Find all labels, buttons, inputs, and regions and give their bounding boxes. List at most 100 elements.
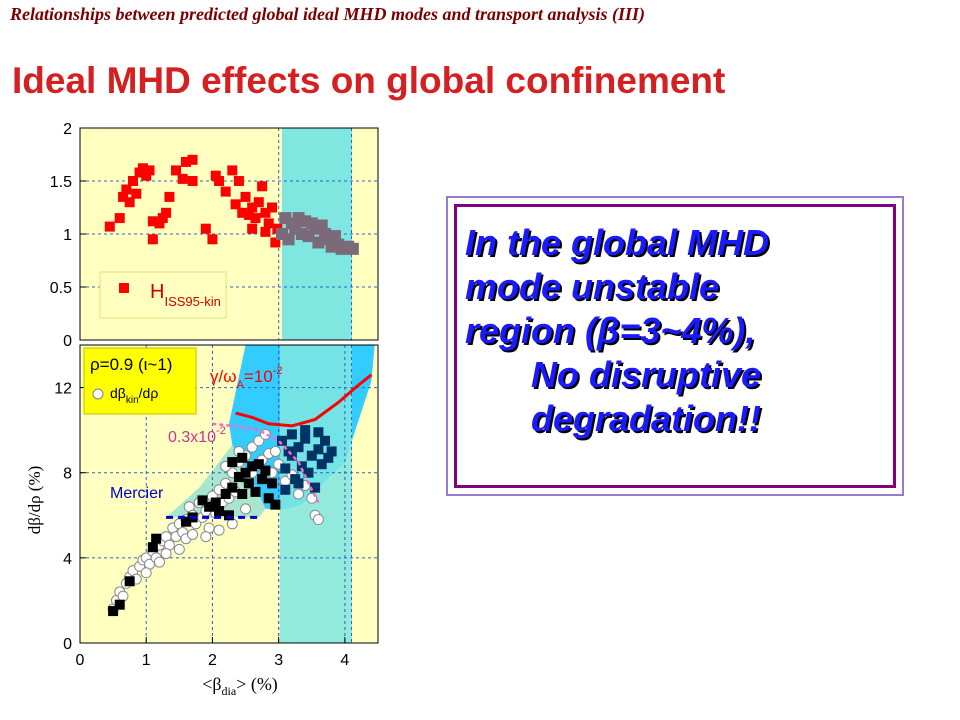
top-y-tick-label: 2 (63, 121, 72, 138)
growth-small-exp: -2 (216, 425, 226, 437)
top-red-point (233, 176, 244, 186)
bottom-x-tick-label: 0 (76, 652, 85, 669)
bottom-black-point (180, 516, 191, 527)
top-legend-label: HISS95-kin (150, 281, 221, 309)
bottom-plot-frame (79, 344, 379, 644)
bottom-open-point (140, 567, 152, 579)
callout-line-2: mode unstable (465, 266, 720, 307)
bottom-open-point (173, 543, 185, 555)
bottom-y-tick-label: 0 (63, 636, 72, 653)
top-y-tick-label: 0 (63, 333, 72, 350)
bottom-black-point (124, 576, 135, 587)
bottom-navy-point (293, 478, 304, 489)
bottom-x-tick-label: 2 (208, 652, 217, 669)
bottom-unstable-band (280, 345, 352, 643)
top-legend-subscript: ISS95-kin (164, 294, 220, 309)
bottom-black-point (243, 478, 254, 489)
bottom-legend-line1: ρ=0.9 (ι~1) (90, 355, 172, 374)
top-red-point (257, 181, 268, 192)
top-red-point (164, 191, 175, 202)
top-red-point (187, 176, 198, 186)
growth-label-large: γ/ωA=10-2 (210, 365, 282, 391)
bottom-black-point (237, 452, 248, 463)
bottom-x-tick-label: 1 (142, 652, 151, 669)
callout-line-3: region (β=3~4%), (465, 310, 756, 351)
bottom-black-point (210, 497, 221, 508)
top-red-point (131, 188, 142, 199)
top-red-point (200, 223, 211, 234)
bottom-navy-point (296, 461, 307, 472)
top-red-point (171, 165, 182, 176)
bottom-black-point (214, 506, 225, 517)
top-data-points (104, 154, 359, 255)
bottom-black-point (227, 457, 238, 468)
legend2-sub: kin (126, 395, 139, 406)
top-red-point (247, 202, 258, 213)
bottom-navy-point (313, 444, 324, 455)
bottom-y-tick-label: 12 (54, 381, 72, 398)
bottom-open-point (293, 488, 305, 500)
callout-line-1: In the global MHD (465, 222, 769, 263)
x-axis-label: <βdia> (%) (202, 674, 278, 698)
callout-line-5: degradation!! (531, 398, 761, 439)
bottom-navy-point (310, 482, 321, 493)
bottom-black-point (147, 542, 158, 553)
bottom-open-point (226, 518, 238, 530)
bottom-open-point (153, 556, 165, 568)
bottom-open-point (246, 441, 258, 453)
bottom-legend-marker (92, 388, 104, 400)
top-red-point (247, 223, 258, 234)
top-red-point (161, 207, 172, 218)
top-red-point (250, 213, 261, 224)
top-red-point (121, 184, 132, 195)
top-unstable-point (346, 242, 359, 255)
top-legend-box (99, 271, 227, 319)
top-red-point (207, 234, 218, 245)
bottom-open-point (200, 531, 212, 543)
top-red-point (270, 237, 281, 248)
top-red-point (114, 213, 125, 224)
growth-label-exp: -2 (273, 365, 283, 377)
top-red-point (263, 218, 274, 229)
bottom-black-point (233, 471, 244, 482)
top-red-point (220, 186, 231, 197)
bottom-navy-point (303, 467, 314, 478)
top-unstable-point (282, 233, 295, 246)
bottom-black-point (227, 482, 238, 493)
xlabel-sub: dia (222, 684, 237, 698)
bottom-open-point (312, 514, 324, 526)
top-y-tick-label: 0.5 (50, 280, 72, 297)
bottom-open-point (160, 548, 172, 560)
top-y-tick-label: 1.5 (50, 174, 72, 191)
bottom-black-point (253, 459, 264, 470)
bottom-navy-point (300, 425, 311, 436)
growth-label-small: 0.3x10-2 (168, 425, 226, 446)
top-red-point (187, 154, 198, 165)
bottom-navy-point (320, 435, 331, 446)
top-red-point (141, 170, 152, 181)
bottom-y-tick-label: 4 (63, 551, 72, 568)
top-red-point (227, 165, 238, 176)
callout-box: In the global MHD mode unstable region (… (446, 196, 904, 496)
bottom-black-point (197, 495, 208, 506)
legend2-end: /dρ (139, 385, 159, 401)
bottom-data-points (107, 425, 337, 617)
bottom-black-point (220, 489, 231, 499)
bottom-y-ticks: 0 4 8 12 (54, 381, 86, 653)
bottom-black-point (263, 493, 274, 504)
top-panel: 0 0.5 1 1.5 2 HISS95-kin (50, 121, 379, 350)
callout-text: In the global MHD mode unstable region (… (465, 221, 769, 441)
top-red-point (260, 226, 271, 237)
bottom-x-tick-label: 4 (340, 652, 349, 669)
bottom-black-point (247, 461, 258, 472)
top-red-point (154, 218, 165, 229)
bottom-navy-point (306, 450, 317, 461)
top-legend-h: H (150, 281, 164, 303)
top-red-point (180, 156, 191, 167)
top-red-point (267, 202, 278, 213)
bottom-navy-point (313, 427, 324, 438)
bottom-black-point (267, 478, 278, 489)
growth-rate-curve-small (212, 422, 320, 504)
top-red-point (243, 209, 254, 220)
